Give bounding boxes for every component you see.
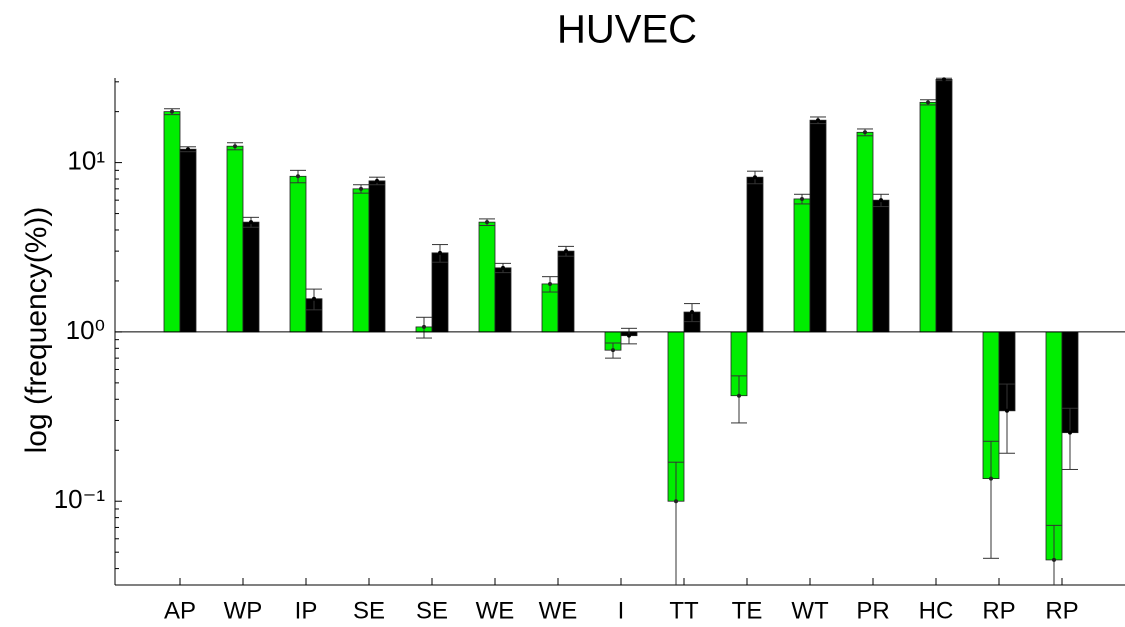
x-tick-label: WP <box>224 597 263 624</box>
point <box>1052 557 1056 562</box>
x-tick-label: I <box>618 597 625 624</box>
point <box>312 296 316 301</box>
x-tick-label: RP <box>982 597 1015 624</box>
point <box>422 324 426 329</box>
x-tick-label: PR <box>856 597 889 624</box>
point <box>989 476 993 481</box>
bar <box>352 188 370 333</box>
x-tick-label: HC <box>919 597 954 624</box>
x-tick-label: WE <box>539 597 578 624</box>
point <box>485 220 489 225</box>
point <box>233 144 237 149</box>
point <box>879 198 883 203</box>
bar <box>431 252 449 333</box>
bar <box>494 267 512 333</box>
x-tick-label: TT <box>669 597 699 624</box>
bar <box>368 180 386 333</box>
x-tick-label: SE <box>353 597 385 624</box>
point <box>359 186 363 191</box>
y-tick-label: 10¹ <box>67 145 105 175</box>
point <box>737 393 741 398</box>
bar <box>935 79 953 333</box>
x-tick-label: AP <box>164 597 196 624</box>
point <box>863 130 867 135</box>
point <box>564 249 568 254</box>
x-tick-label: SE <box>416 597 448 624</box>
point <box>1068 430 1072 435</box>
point <box>501 265 505 270</box>
point <box>690 310 694 315</box>
point <box>249 220 253 225</box>
bar <box>746 176 764 333</box>
y-tick-label: 10⁻¹ <box>54 484 106 514</box>
point <box>375 178 379 183</box>
bar <box>289 175 307 333</box>
bar <box>179 148 197 333</box>
bar <box>856 131 874 333</box>
point <box>170 109 174 114</box>
bar <box>163 111 181 333</box>
x-tick-label: TE <box>732 597 763 624</box>
chart-title: HUVEC <box>557 8 697 52</box>
bar <box>919 101 937 333</box>
point <box>674 499 678 504</box>
x-tick-label: WT <box>791 597 829 624</box>
point <box>753 175 757 180</box>
bar <box>809 119 827 333</box>
bar <box>478 221 496 333</box>
bar <box>872 199 890 333</box>
point <box>438 250 442 255</box>
bar <box>557 250 575 333</box>
y-axis-label: log (frequency(%)) <box>20 207 53 454</box>
point <box>816 118 820 123</box>
x-tick-label: IP <box>295 597 318 624</box>
x-tick-label: WE <box>476 597 515 624</box>
point <box>611 348 615 353</box>
point <box>926 100 930 105</box>
point <box>942 77 946 82</box>
point <box>800 196 804 201</box>
point <box>1005 408 1009 413</box>
point <box>548 281 552 286</box>
point <box>296 174 300 179</box>
bar <box>226 145 244 333</box>
point <box>627 333 631 338</box>
bar <box>242 221 260 333</box>
y-tick-label: 10⁰ <box>66 315 105 345</box>
bar <box>793 198 811 333</box>
x-tick-label: RP <box>1045 597 1078 624</box>
point <box>186 147 190 152</box>
